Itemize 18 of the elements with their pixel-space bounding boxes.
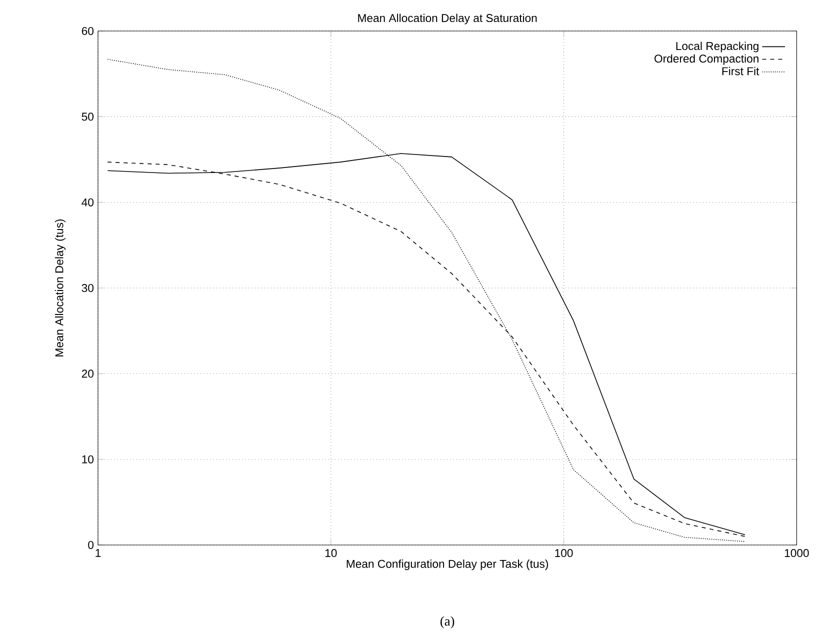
y-tick-label: 10 — [82, 455, 94, 464]
text: (a) — [440, 616, 454, 628]
x-tick-label: 1000 — [784, 549, 809, 558]
legend-label: Local Repacking — [676, 42, 758, 52]
y-tick-label: 20 — [82, 370, 94, 378]
y-tick-label: 0 — [88, 540, 94, 550]
chart-title: Mean Allocation Delay at Saturation — [358, 14, 537, 24]
y-tick-label: 30 — [82, 284, 94, 292]
x-tick-label: 10 — [325, 549, 337, 558]
y-tick-label: 40 — [82, 198, 94, 206]
x-tick-label: 1 — [96, 549, 101, 557]
x-axis-title: Mean Configuration Delay per Task (tus) — [346, 560, 548, 570]
y-axis-title: Mean Allocation Delay (tus) — [54, 219, 66, 356]
x-tick-label: 100 — [555, 549, 573, 558]
legend-label: Ordered Compaction — [654, 54, 758, 65]
y-tick-label: 60 — [82, 27, 94, 36]
y-tick-label: 50 — [82, 112, 94, 121]
legend-label: First Fit — [722, 66, 760, 76]
